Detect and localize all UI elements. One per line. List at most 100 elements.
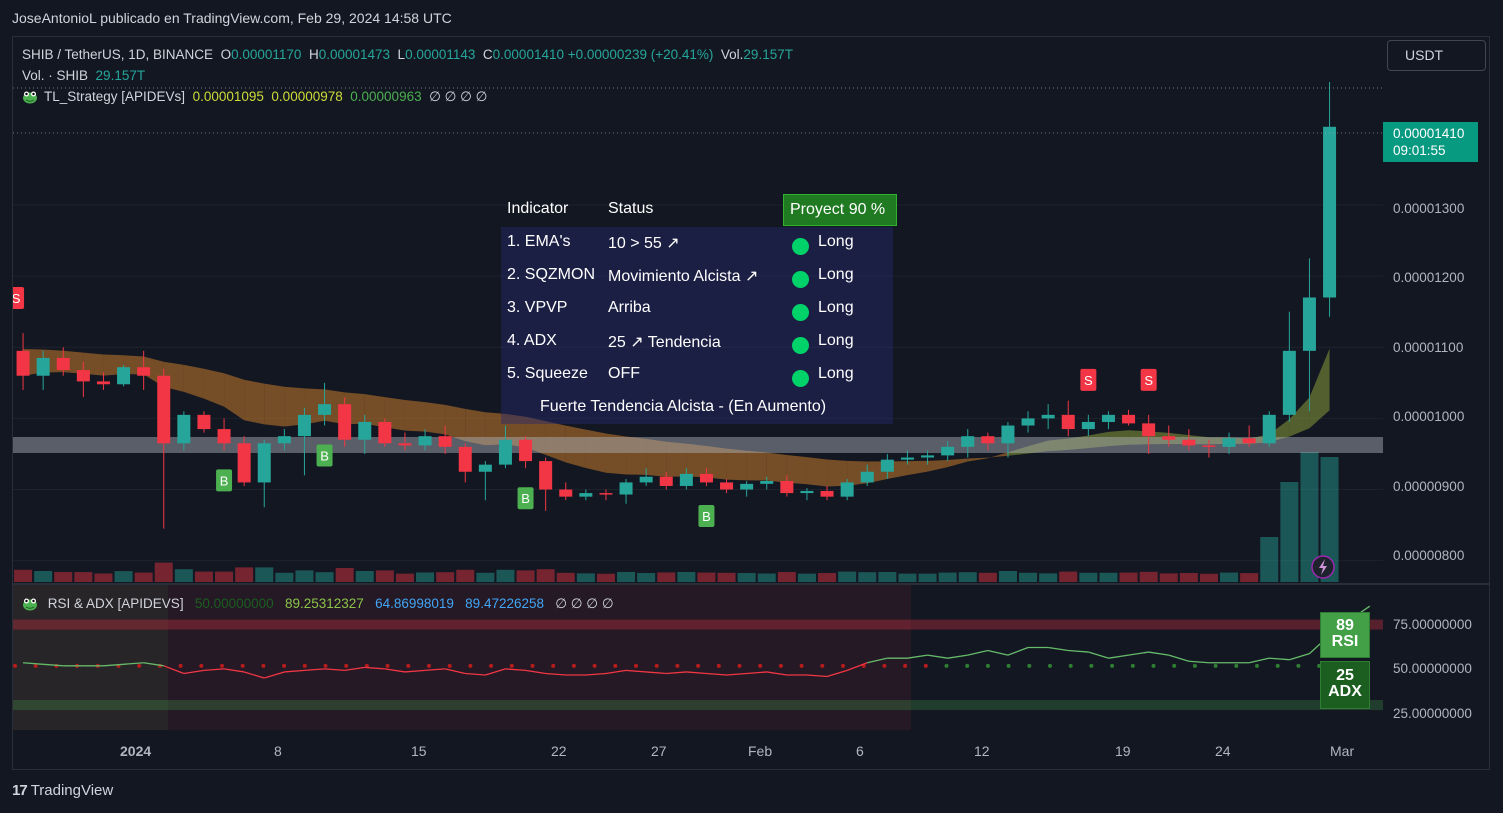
candle-body (56, 357, 70, 371)
ribbon-segment (465, 408, 486, 446)
symbol-title[interactable]: SHIB / TetherUS, 1D, BINANCE (22, 47, 214, 62)
table-row: 5. Squeeze OFF Long (501, 359, 893, 392)
rsi-line-segment (1108, 654, 1129, 659)
candle-body (1081, 421, 1095, 430)
ribbon-segment (967, 457, 988, 462)
row-indicator: 5. Squeeze (507, 365, 588, 382)
adx-level-dot (1213, 663, 1218, 668)
rsi-line-segment (766, 671, 787, 676)
candle-body (639, 476, 653, 483)
adx-level-dot (1151, 663, 1156, 668)
adx-level-dot (778, 663, 783, 668)
rsi-line-segment (987, 649, 1009, 656)
volume-bar (1199, 573, 1218, 582)
ribbon-segment (1309, 348, 1330, 429)
adx-level-dot (240, 663, 245, 668)
ribbon-segment (545, 421, 566, 463)
ribbon-segment (766, 452, 787, 483)
open-value: 0.00001170 (231, 47, 302, 62)
volume-bar (797, 573, 816, 582)
rsi-line-segment (605, 669, 627, 675)
currency-button[interactable]: USDT (1387, 40, 1486, 71)
volume-bar (416, 572, 435, 582)
volume-bar (536, 569, 555, 582)
adx-level-dot (406, 663, 411, 668)
rsi-line-segment (1148, 651, 1169, 656)
candle-body (1162, 436, 1176, 440)
volume-bar (1320, 457, 1339, 582)
adx-level-dot (903, 663, 908, 668)
low-label: L (397, 47, 406, 62)
volume-bar (1220, 572, 1239, 582)
adx-level-dot (1130, 663, 1135, 668)
x-tick-label: Mar (1330, 743, 1355, 759)
rsi-line-segment (485, 668, 506, 676)
ribbon-segment (987, 452, 1008, 459)
candle-body (1041, 414, 1055, 419)
ribbon-segment (1048, 438, 1069, 452)
rsi-line-segment (706, 672, 727, 676)
volume-bar (174, 569, 193, 582)
volume-bar (154, 562, 173, 582)
alert-icon[interactable] (1311, 555, 1335, 579)
adx-level-dot (220, 663, 224, 668)
rsi-line-segment (947, 654, 968, 659)
x-tick-label: 15 (411, 743, 427, 759)
candle-body (820, 490, 834, 497)
candle-body (237, 443, 251, 483)
candle-body (498, 439, 512, 465)
volume-bar (898, 573, 917, 582)
volume-bar (878, 571, 897, 582)
sell-signal-marker (1140, 368, 1157, 391)
strategy-name[interactable]: TL_Strategy [APIDEVs] (44, 89, 186, 104)
ribbon-segment (626, 436, 647, 475)
adx-level-dot (758, 663, 763, 668)
chart-canvas[interactable]: S B B B B S S (13, 37, 1489, 769)
strategy-empty-values: ∅ ∅ ∅ ∅ (429, 89, 488, 104)
rsi-line-segment (646, 671, 667, 675)
ribbon-segment (1028, 440, 1049, 454)
adx-level-dot (13, 663, 17, 668)
strategy-row: TL_Strategy [APIDEVs] 0.00001095 0.00000… (22, 86, 793, 107)
candle-body (1242, 438, 1256, 444)
volume-bar (617, 571, 636, 582)
candle-body (740, 483, 754, 490)
rsi-adx-value-2: 89.25312327 (284, 596, 364, 611)
rsi-line-segment (867, 657, 888, 664)
buy-signal-label: B (220, 473, 229, 488)
adx-level-dot (1192, 663, 1197, 668)
ribbon-segment (203, 368, 225, 407)
candle-body (941, 446, 955, 456)
rsi-line-segment (1048, 646, 1069, 652)
candle-body (659, 476, 673, 486)
tradingview-logo[interactable]: 17 TradingView (12, 782, 113, 799)
volume-row-label[interactable]: Vol. · SHIB (22, 68, 89, 83)
candle-body (921, 455, 935, 458)
change-value: +0.00000239 (+20.41%) (567, 47, 714, 62)
candle-countdown: 09:01:55 (1393, 143, 1446, 158)
candle-body (539, 461, 553, 490)
rsi-adx-panel (13, 585, 1383, 730)
adx-badge: 25 ADX (1320, 661, 1370, 709)
rsi-line-segment (103, 663, 124, 667)
rsi-adx-name[interactable]: RSI & ADX [APIDEVS] (47, 596, 184, 611)
low-value: 0.00001143 (405, 47, 476, 62)
adx-level-dot (1027, 663, 1032, 668)
candle-body (619, 482, 633, 495)
last-price-value: 0.00001410 (1393, 126, 1465, 141)
adx-level-dot (1068, 663, 1073, 668)
volume-bar (1019, 572, 1038, 582)
candle-body (800, 490, 814, 494)
rsi-line-segment (726, 672, 747, 676)
row-status: Movimiento Alcista ↗ (608, 268, 759, 285)
volume-bar (918, 573, 937, 582)
ribbon-segment (565, 425, 586, 468)
rsi-adx-value-1: 50.00000000 (194, 596, 274, 611)
table-row: 4. ADX 25 ↗ Tendencia Long (501, 326, 893, 359)
row-indicator: 3. VPVP (507, 299, 568, 316)
green-dot-icon (792, 370, 809, 387)
volume-bar (958, 572, 977, 582)
candle-body (1302, 297, 1316, 351)
buy-signal-label: B (320, 449, 329, 464)
ribbon-segment (264, 383, 285, 427)
